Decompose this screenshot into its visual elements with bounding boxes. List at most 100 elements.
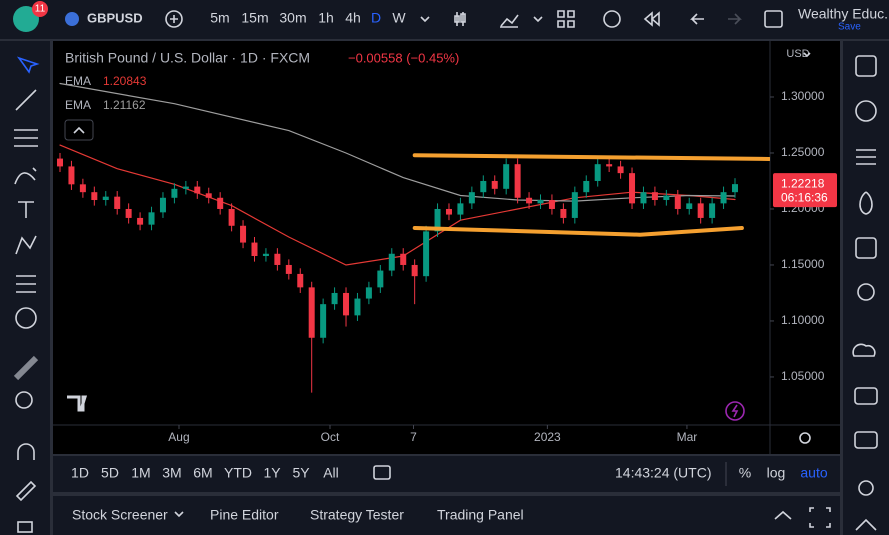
candle-body (308, 287, 315, 338)
y-tick-label: 1.30000 (781, 89, 825, 103)
symbol[interactable]: GBPUSD (87, 10, 143, 25)
undo[interactable] (690, 13, 704, 25)
range-button[interactable]: 5D (101, 465, 119, 481)
text-tool[interactable] (18, 201, 34, 218)
interval-button[interactable]: D (371, 10, 381, 26)
chats-icon[interactable] (854, 387, 878, 405)
scale-option[interactable]: auto (800, 465, 827, 481)
plot-area (57, 82, 770, 393)
settings-icon[interactable] (799, 432, 811, 444)
calendar-icon[interactable] (855, 237, 877, 259)
range-button[interactable]: 6M (193, 465, 212, 481)
range-button[interactable]: All (323, 465, 339, 481)
panel-tab[interactable]: Stock Screener (72, 507, 168, 523)
alerts-icon[interactable] (855, 100, 877, 122)
axes: 1.050001.100001.150001.200001.250001.300… (168, 89, 837, 444)
range-button[interactable]: 1M (131, 465, 150, 481)
screener-dropdown[interactable] (174, 511, 184, 518)
save-label[interactable]: Save (838, 22, 861, 33)
candle-body (674, 195, 681, 209)
streams-icon[interactable] (852, 343, 876, 357)
interval-button[interactable]: 5m (210, 10, 229, 26)
range-button[interactable]: YTD (224, 465, 252, 481)
lock-draw-tool[interactable] (15, 480, 37, 502)
range-button[interactable]: 3M (162, 465, 181, 481)
candle-body (709, 203, 716, 218)
cursor-tool[interactable] (16, 56, 40, 74)
interval-button[interactable]: 1h (318, 10, 334, 26)
lightning (731, 404, 739, 418)
lock-tool[interactable] (17, 521, 33, 533)
candle-body (262, 253, 269, 257)
candle-body (68, 166, 75, 185)
candle-body (137, 217, 144, 225)
maximize-panel[interactable] (809, 507, 831, 528)
avatar[interactable] (13, 6, 39, 32)
layout-icon[interactable] (557, 10, 575, 28)
hotlist-icon[interactable] (859, 191, 873, 215)
watchlist-icon[interactable] (855, 55, 877, 77)
currency-dropdown (803, 52, 811, 58)
trendline-tool[interactable] (15, 89, 37, 111)
y-tick-label: 1.05000 (781, 369, 825, 383)
panel-tab[interactable]: Strategy Tester (310, 507, 404, 523)
indicator-name: EMA (65, 74, 91, 88)
interval-dropdown[interactable] (420, 16, 430, 23)
zoom-tool[interactable] (15, 391, 33, 409)
pattern-tool[interactable] (15, 235, 37, 255)
date-range-icon[interactable] (373, 465, 391, 480)
candle-body (79, 184, 86, 193)
notifications-icon[interactable] (854, 431, 878, 449)
interval-button[interactable]: W (392, 10, 406, 26)
broadcast-icon[interactable] (858, 480, 874, 496)
indicator-value: 1.20843 (103, 74, 147, 88)
scale-option[interactable]: % (739, 465, 751, 481)
candle-body (400, 253, 407, 265)
data-window-icon[interactable] (856, 149, 876, 165)
x-tick-label: 7 (410, 430, 417, 444)
candle-body (102, 196, 109, 201)
candle-body (548, 200, 555, 209)
replay-icon[interactable] (643, 11, 660, 27)
interval-button[interactable]: 4h (345, 10, 361, 26)
panel-tab[interactable]: Pine Editor (210, 507, 279, 523)
candle-body (640, 192, 647, 204)
right-toolbar (843, 41, 889, 535)
help-icon[interactable] (855, 518, 877, 531)
channel-line (412, 226, 744, 237)
ruler-tool[interactable] (13, 355, 39, 381)
range-button[interactable]: 5Y (292, 465, 310, 481)
fib-tool[interactable] (14, 129, 38, 147)
range-button[interactable]: 1Y (263, 465, 281, 481)
account-name[interactable]: Wealthy Educ... (798, 6, 889, 22)
candles-icon[interactable] (454, 12, 466, 26)
collapse-panel[interactable] (774, 510, 792, 520)
range-button[interactable]: 1D (71, 465, 89, 481)
alert-icon[interactable] (603, 10, 621, 28)
candle-body (503, 164, 510, 189)
dropdown[interactable] (533, 16, 543, 23)
candle-body (377, 270, 384, 288)
currency[interactable]: USD (786, 48, 809, 60)
candle-body (663, 195, 670, 201)
candle-body (125, 208, 132, 218)
prediction-tool[interactable] (16, 275, 36, 293)
lightning-button[interactable] (725, 401, 745, 421)
scale-option[interactable]: log (767, 465, 786, 481)
collapse-button[interactable] (64, 119, 94, 141)
indicator-legend: EMA 1.20843 EMA 1.21162 (65, 74, 147, 112)
redo[interactable] (728, 13, 742, 25)
add-symbol-icon[interactable] (165, 10, 183, 28)
icons-tool[interactable] (15, 307, 37, 329)
candle-body (251, 242, 258, 257)
ideas-icon[interactable] (857, 283, 875, 301)
fullscreen-icon[interactable] (764, 10, 783, 28)
interval-button[interactable]: 30m (279, 10, 306, 26)
interval-button[interactable]: 15m (241, 10, 268, 26)
brush-tool[interactable] (14, 167, 37, 185)
left-toolbar (0, 41, 50, 535)
magnet-tool[interactable] (17, 443, 35, 460)
left-tools (13, 56, 40, 533)
panel-tab[interactable]: Trading Panel (437, 507, 524, 523)
indicators-icon[interactable] (500, 14, 519, 28)
